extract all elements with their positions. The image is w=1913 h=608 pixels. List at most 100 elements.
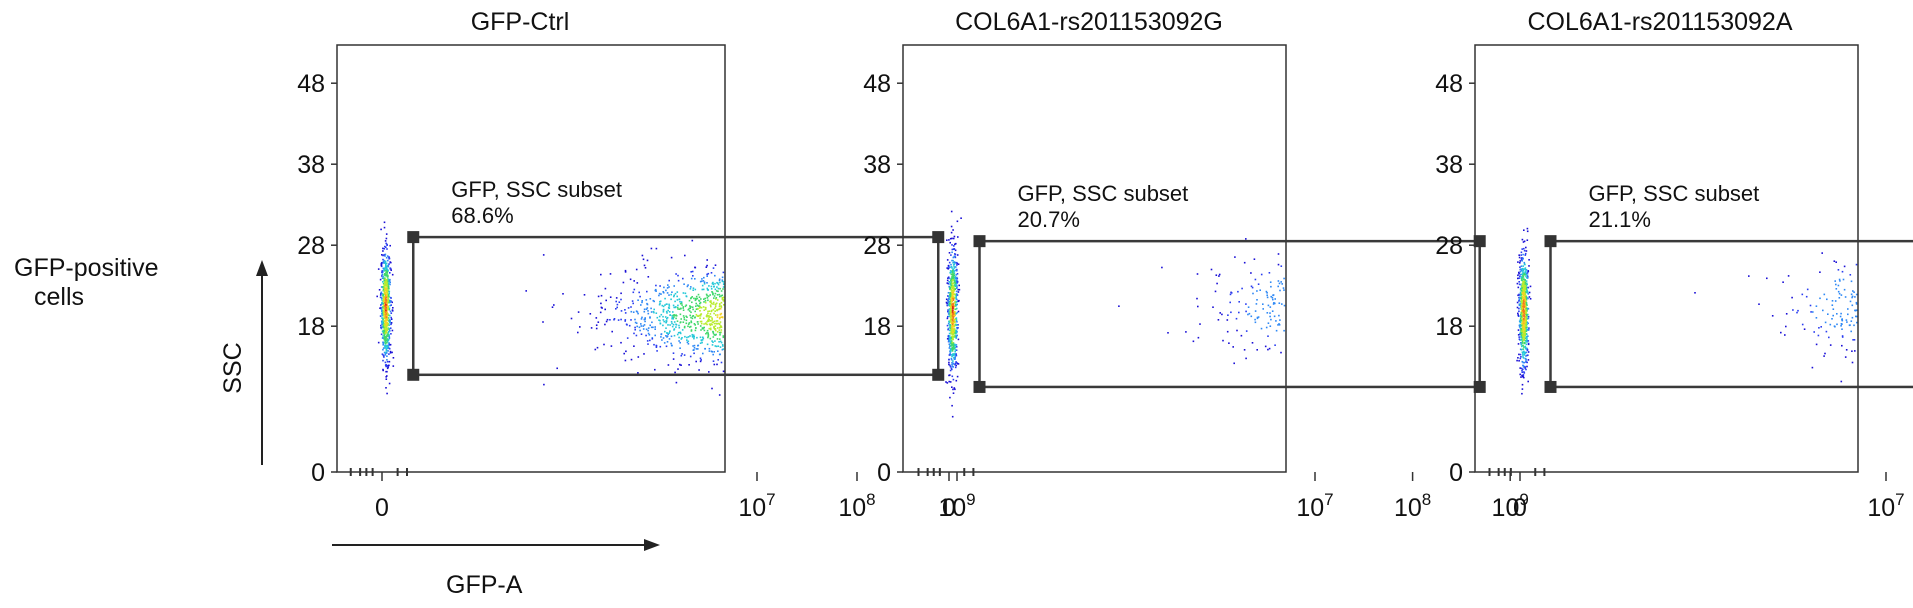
- scatter-point: [654, 328, 656, 330]
- scatter-point: [954, 303, 957, 305]
- scatter-point: [1815, 305, 1818, 307]
- scatter-point: [675, 323, 677, 326]
- scatter-point: [1267, 348, 1269, 351]
- scatter-point: [382, 306, 384, 308]
- scatter-point: [1522, 289, 1524, 291]
- scatter-point: [383, 313, 386, 315]
- scatter-point: [1522, 296, 1524, 298]
- scatter-point: [955, 364, 957, 367]
- scatter-point: [1839, 280, 1841, 282]
- scatter-point: [1269, 306, 1272, 308]
- x-tick-label: 107: [738, 490, 775, 522]
- scatter-point: [1839, 315, 1842, 318]
- scatter-point: [633, 332, 635, 335]
- scatter-point: [703, 329, 706, 332]
- scatter-point: [951, 328, 954, 330]
- scatter-point: [955, 269, 957, 272]
- scatter-point: [677, 274, 679, 277]
- scatter-point: [1521, 257, 1523, 259]
- scatter-point: [655, 345, 658, 347]
- scatter-point: [1847, 308, 1849, 310]
- scatter-point: [679, 341, 681, 344]
- scatter-point: [384, 299, 386, 302]
- scatter-point: [951, 368, 953, 371]
- x-axis-arrow: [332, 539, 660, 551]
- scatter-point: [952, 362, 954, 365]
- scatter-point: [955, 324, 958, 326]
- scatter-point: [1526, 227, 1529, 230]
- scatter-point: [953, 245, 955, 247]
- scatter-point: [665, 320, 667, 322]
- scatter-point: [1855, 315, 1857, 318]
- scatter-point: [951, 306, 954, 308]
- scatter-point: [670, 342, 672, 345]
- scatter-point: [955, 295, 957, 298]
- scatter-point: [706, 275, 708, 277]
- scatter-point: [1521, 238, 1524, 241]
- scatter-point: [952, 322, 955, 325]
- scatter-point: [949, 266, 951, 269]
- scatter-point: [674, 292, 677, 295]
- scatter-point: [951, 315, 953, 318]
- gate-handle: [1544, 380, 1557, 393]
- scatter-point: [381, 308, 383, 311]
- scatter-point: [954, 280, 957, 282]
- scatter-point: [696, 336, 698, 339]
- scatter-point: [388, 322, 391, 324]
- scatter-point: [1520, 297, 1523, 300]
- scatter-point: [1268, 272, 1271, 274]
- scatter-point: [391, 301, 393, 304]
- scatter-point: [1834, 280, 1836, 282]
- scatter-point: [674, 300, 676, 303]
- scatter-point: [623, 352, 625, 355]
- scatter-point: [1791, 296, 1793, 299]
- scatter-point: [1519, 357, 1522, 360]
- scatter-point: [955, 361, 957, 363]
- scatter-point: [948, 329, 951, 332]
- scatter-point: [1525, 307, 1528, 310]
- scatter-point: [952, 348, 954, 351]
- scatter-point: [678, 336, 680, 339]
- scatter-point: [947, 295, 949, 297]
- scatter-point: [947, 322, 950, 325]
- scatter-point: [689, 326, 691, 328]
- scatter-point: [1525, 340, 1527, 342]
- scatter-point: [1253, 258, 1256, 260]
- scatter-point: [950, 317, 953, 319]
- scatter-point: [1521, 337, 1523, 339]
- scatter-point: [1275, 320, 1277, 322]
- scatter-point: [388, 328, 390, 330]
- scatter-point: [386, 292, 389, 295]
- scatter-point: [386, 367, 389, 370]
- scatter-point: [386, 355, 388, 357]
- scatter-point: [695, 360, 697, 363]
- scatter-point: [687, 325, 689, 328]
- scatter-point: [1522, 364, 1524, 367]
- scatter-point: [613, 318, 616, 320]
- scatter-point: [947, 276, 950, 278]
- scatter-point: [1823, 355, 1825, 357]
- scatter-point: [721, 348, 724, 351]
- scatter-point: [600, 306, 603, 309]
- scatter-point: [710, 328, 712, 331]
- scatter-point: [635, 334, 638, 337]
- scatter-point: [708, 319, 711, 321]
- scatter-point: [721, 344, 724, 346]
- scatter-point: [658, 315, 661, 318]
- scatter-point: [680, 354, 683, 357]
- scatter-point: [1524, 280, 1526, 282]
- scatter-point: [386, 319, 388, 322]
- scatter-point: [951, 415, 954, 418]
- scatter-point: [1524, 286, 1527, 289]
- scatter-point: [1851, 361, 1854, 364]
- scatter-point: [1520, 273, 1522, 276]
- scatter-point: [953, 273, 955, 276]
- scatter-point: [1524, 297, 1526, 299]
- scatter-point: [1214, 290, 1217, 293]
- scatter-point: [695, 327, 697, 329]
- scatter-point: [669, 330, 671, 332]
- scatter-point: [681, 353, 683, 355]
- scatter-point: [1520, 319, 1522, 322]
